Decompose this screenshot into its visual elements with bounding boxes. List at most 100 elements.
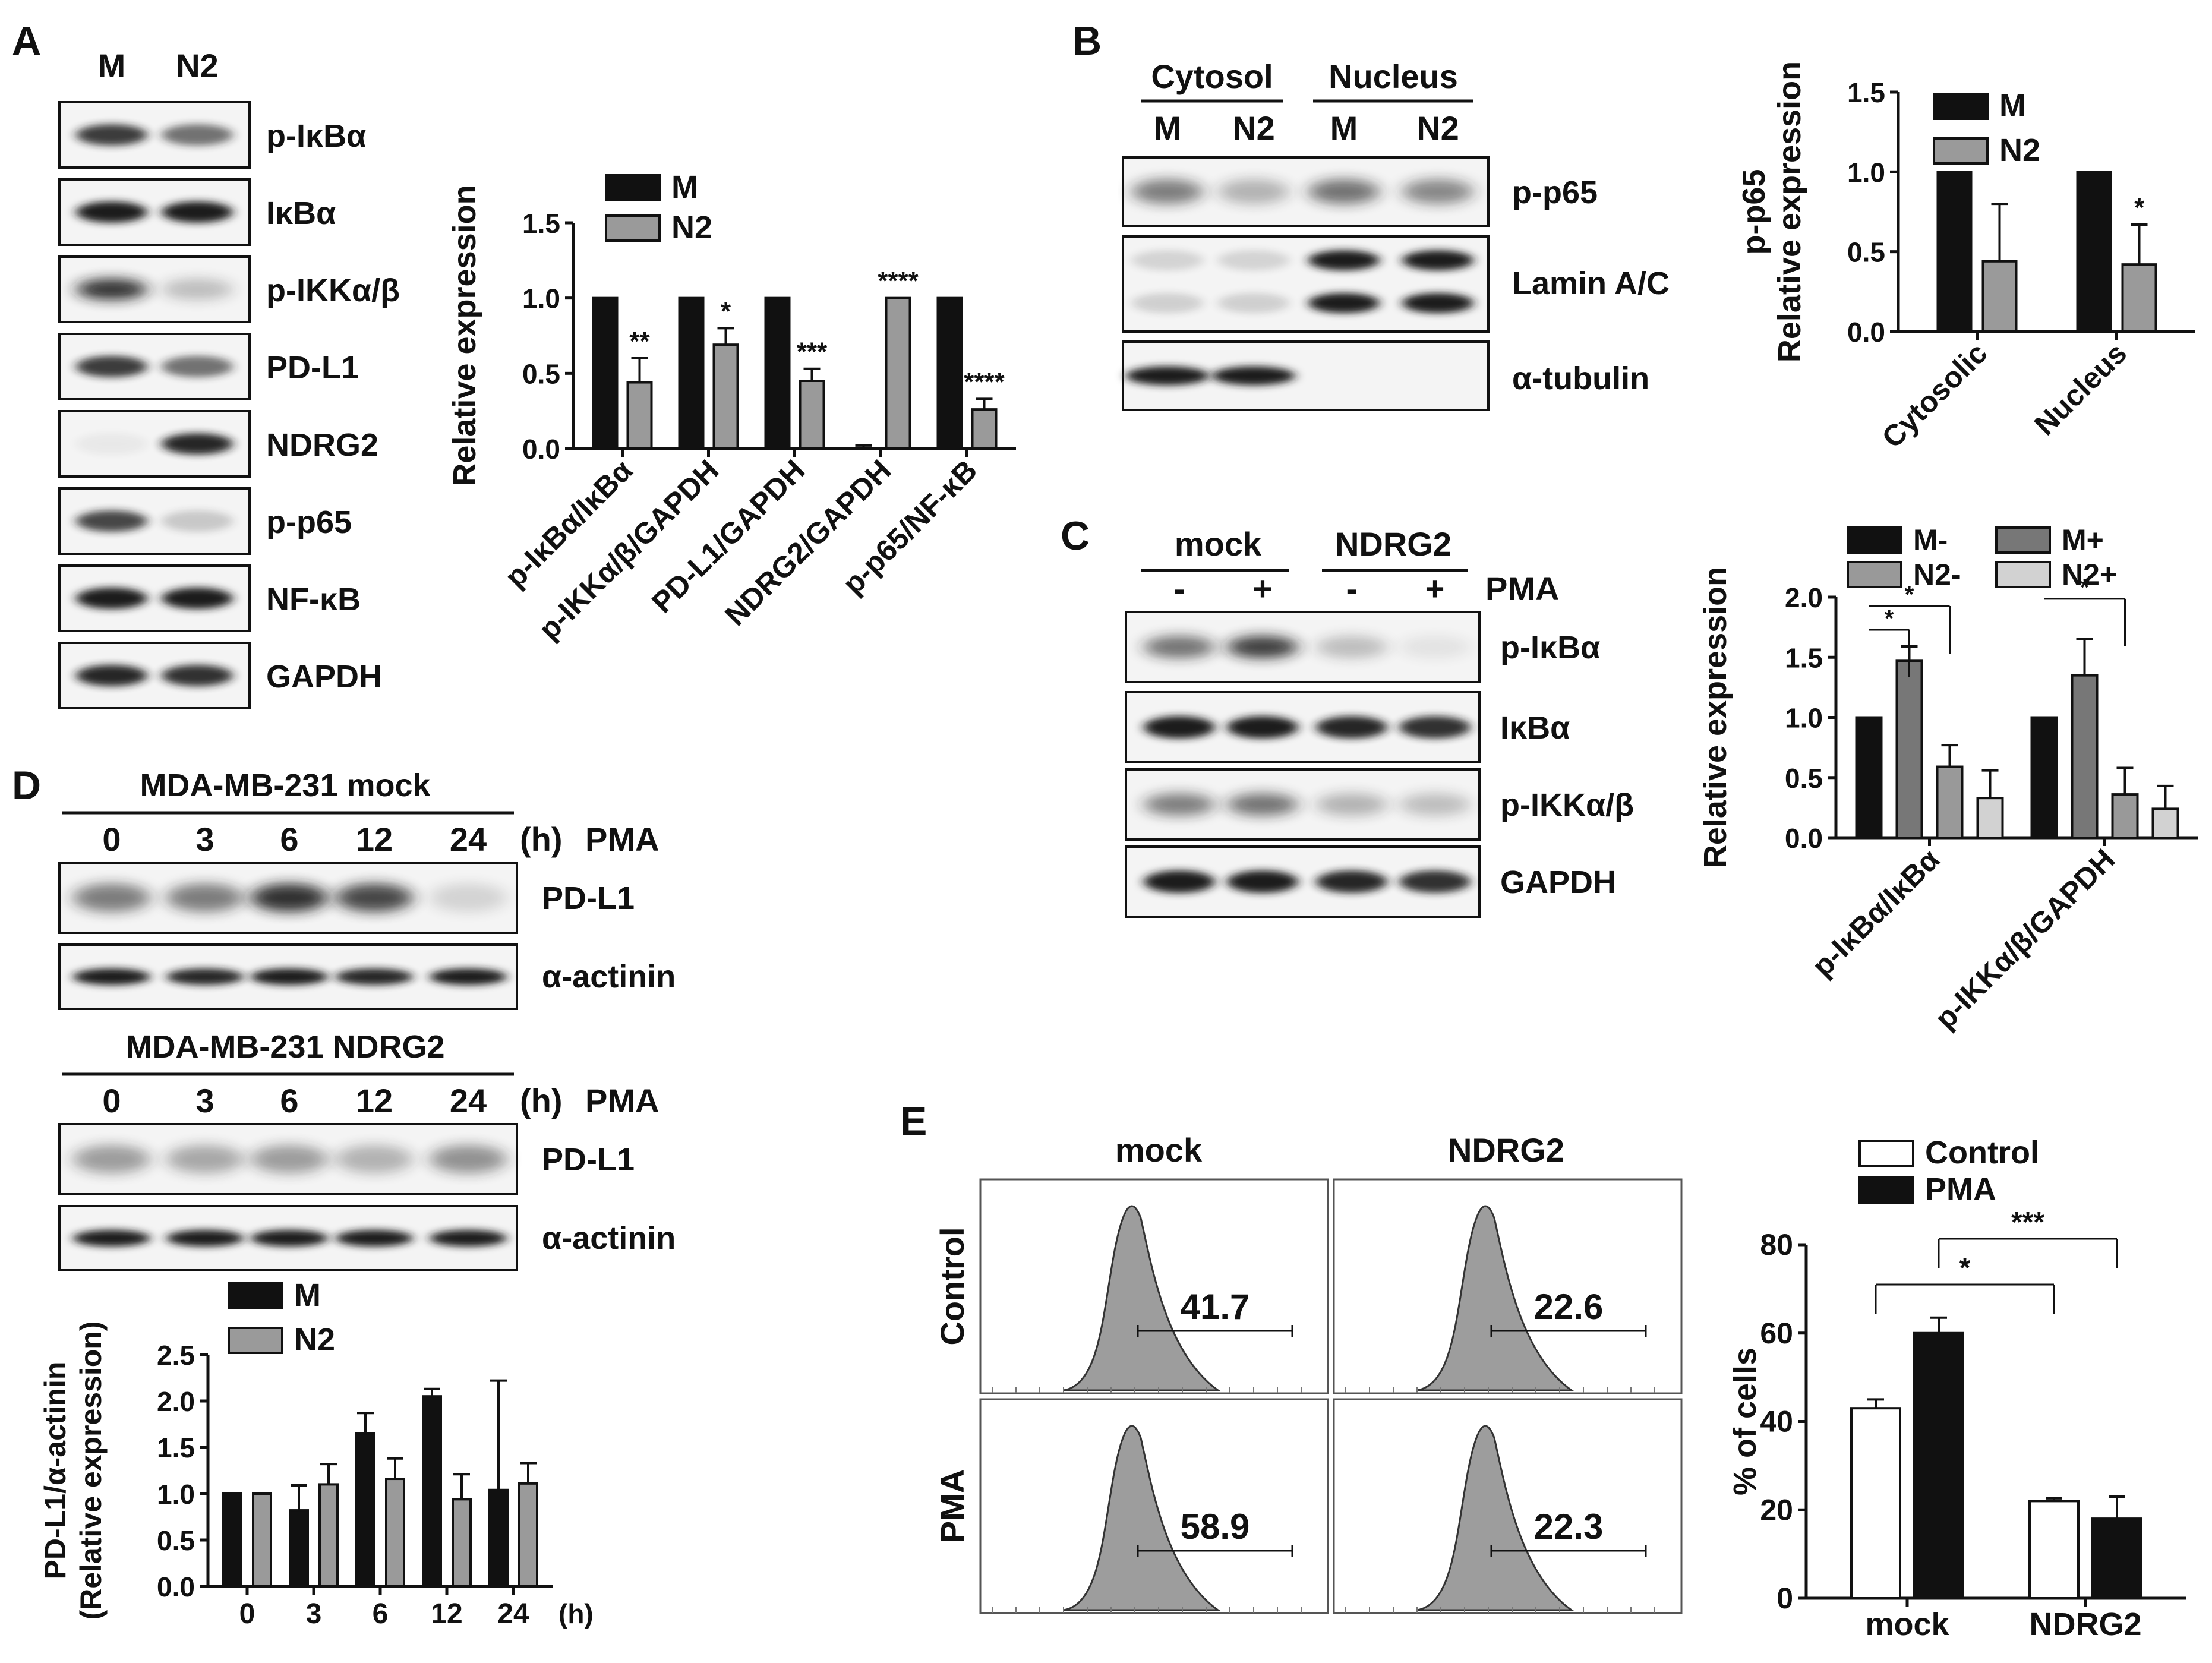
significance-stars: * [1905,582,1914,608]
band [162,279,233,300]
column-label-mock: mock [1115,1131,1203,1169]
pma-sign-4: + [1425,570,1445,607]
bar [1855,716,1883,839]
band [430,883,507,912]
gate-value: 58.9 [1181,1507,1250,1547]
blot-label-d-actinin-mock: α-actinin [542,959,676,995]
bar [592,296,619,450]
time-unit-ndrg2: (h) [520,1082,563,1119]
blot-stack-d: PD-L1 α-actinin PD-L1 α-actinin [58,862,676,1271]
legend-swatch [605,214,661,242]
y-tick-label: 0.5 [1847,237,1885,268]
lane-label-b-3: M [1330,109,1358,147]
significance-stars: * [1959,1252,1971,1284]
significance-stars: * [721,296,731,326]
bar [488,1488,509,1588]
chart-c: 0.0 0.5 1.0 1.5 2.0 Relative expression p-IκBα… [1697,523,2198,1036]
significance-stars: * [2080,575,2090,601]
chart-d: 0.0 0.5 1.0 1.5 2.0 2.5 PD-L1/α-actinin (Relati… [39,1277,594,1630]
blot-label-d-pdl1-ndrg2: PD-L1 [542,1142,635,1178]
band [1218,250,1289,270]
bar [385,1478,405,1588]
band [1218,293,1289,313]
bar [764,296,791,450]
pma-sign-2: + [1253,570,1273,607]
flow-cytometry-grid: 41.7 22.6 58.9 22.3 [979,1178,1683,1614]
blot-label-b-1: Lamin A/C [1512,266,1670,301]
histogram-curve [1063,1205,1221,1391]
blot [1125,611,1481,683]
y-tick-label: 1.5 [1785,642,1823,673]
y-axis-label: Relative expression [447,185,482,486]
bar [2121,263,2157,333]
legend-swatch [1847,561,1902,588]
histogram-curve [1063,1425,1221,1611]
blot [1122,340,1490,411]
y-tick-label: 0.5 [522,358,560,389]
significance-stars: ** [629,327,650,356]
legend-swatch [228,1327,283,1354]
significance-stars: *** [2011,1207,2044,1238]
x-tick-label: 6 [373,1598,389,1630]
blot [1125,691,1481,763]
group-label-cytosol: Cytosol [1151,58,1273,95]
band [162,665,233,686]
blot-label-a-0: p-IκBα [266,118,366,154]
blot-label-d-actinin-ndrg2: α-actinin [542,1220,676,1256]
blot [58,178,251,246]
blot [58,862,518,934]
band [1227,716,1298,739]
legend-label: M- [1913,523,1948,557]
band [1132,179,1203,204]
blot-label-b-0: p-p65 [1512,175,1598,210]
y-tick-label: 2.0 [157,1386,195,1417]
time-label: 6 [280,1082,298,1119]
blot [58,564,251,632]
band [73,883,150,912]
y-tick-label: 1.0 [157,1479,195,1510]
x-tick-label: 3 [306,1598,322,1630]
band [1227,793,1298,816]
legend-label: N2 [294,1322,335,1358]
group-label-mock: mock [1175,525,1262,563]
bar [712,343,739,450]
band [73,968,150,985]
blot [1122,156,1490,227]
panel-d: D MDA-MB-231 mock 0 3 6 12 24 (h) PMA MDA-MB… [12,763,676,1630]
bar [626,381,653,450]
x-tick-label: p-IKKα/β/GAPDH [1929,842,2121,1035]
time-label: 12 [356,821,393,858]
lane-label-a-m: M [98,47,126,84]
bar [422,1395,442,1588]
band [76,356,147,377]
histogram-curve [1416,1205,1574,1391]
gate-value: 22.3 [1534,1507,1604,1547]
band [1399,793,1471,816]
legend-label: M+ [2062,523,2104,557]
band [430,1145,507,1173]
panel-letter-d: D [12,763,41,808]
histogram-plot: 22.3 [1333,1398,1683,1614]
band [1227,636,1298,658]
row-label-pma: PMA [933,1469,971,1543]
bar [2151,807,2179,840]
bar [1936,171,1973,333]
y-axis-label: Relative expression [1772,61,1807,362]
band [166,968,244,985]
bar [518,1482,538,1588]
band [76,433,147,455]
blot-label-a-6: NF-κB [266,582,361,617]
block-title-ndrg2: MDA-MB-231 NDRG2 [125,1029,444,1065]
y-tick-label: 2.0 [1785,582,1823,613]
time-labels-mock: 0 3 6 12 24 [102,821,487,858]
bar [936,296,963,450]
blot-label-c-3: GAPDH [1500,864,1616,900]
blot-label-b-2: α-tubulin [1512,361,1649,396]
band [162,356,233,377]
y-tick-label: 0.5 [157,1525,195,1556]
blot-label-a-2: p-IKKα/β [266,273,400,308]
band [76,124,147,146]
x-tick-label: NDRG2 [2029,1607,2141,1642]
band [251,1145,328,1173]
band [1402,250,1473,270]
